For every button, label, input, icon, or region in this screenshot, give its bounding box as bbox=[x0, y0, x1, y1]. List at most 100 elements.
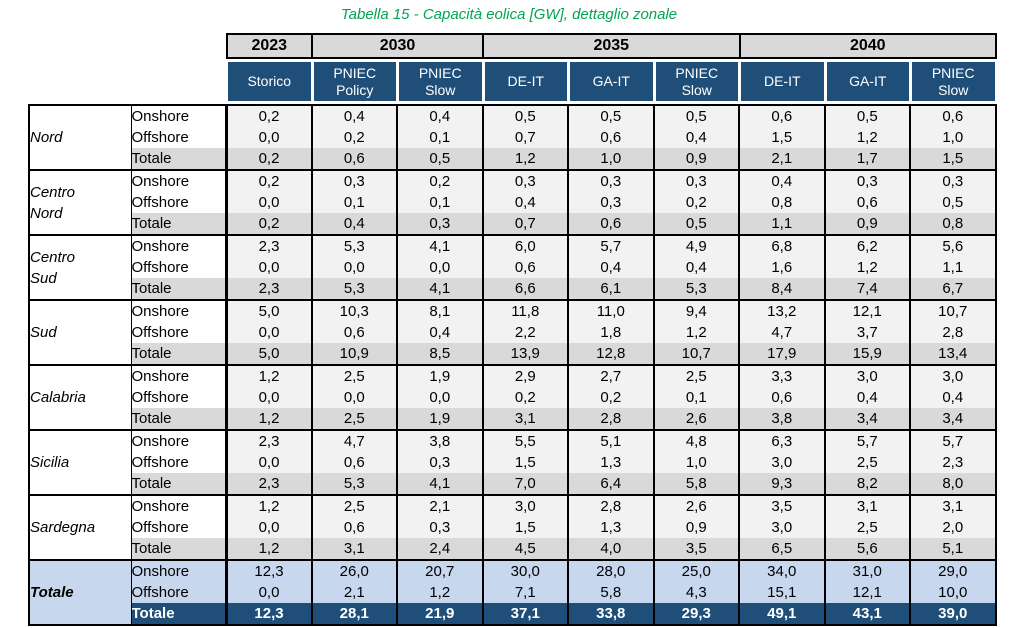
table-row: Offshore 0,0 0,2 0,1 0,7 0,6 0,4 1,5 1,2 1,0 bbox=[29, 127, 997, 148]
value-cell: 1,0 bbox=[909, 127, 997, 148]
year-cell: 2035 bbox=[482, 33, 741, 59]
value-cell: 0,2 bbox=[225, 213, 313, 235]
value-cell: 2,4 bbox=[396, 538, 484, 560]
value-cell: 29,3 bbox=[652, 603, 740, 625]
value-cell: 2,8 bbox=[567, 494, 655, 517]
value-cell: 0,2 bbox=[396, 169, 484, 192]
row-label: Onshore bbox=[131, 234, 228, 257]
value-cell: 1,2 bbox=[396, 582, 484, 603]
scenario-cell: GA-IT bbox=[567, 62, 656, 101]
value-cell: 1,5 bbox=[738, 127, 826, 148]
row-label: Totale bbox=[131, 473, 228, 495]
value-cell: 5,3 bbox=[310, 234, 398, 257]
table-row: Offshore 0,0 0,6 0,3 1,5 1,3 1,0 3,0 2,5 2,3 bbox=[29, 452, 997, 473]
zone-name: Centro Sud bbox=[29, 234, 132, 300]
value-cell: 0,5 bbox=[823, 104, 911, 127]
year-cell: 2030 bbox=[311, 33, 484, 59]
value-cell: 0,7 bbox=[481, 127, 569, 148]
value-cell: 28,1 bbox=[310, 603, 398, 625]
value-cell: 0,0 bbox=[225, 387, 313, 408]
value-cell: 9,3 bbox=[738, 473, 826, 495]
value-cell: 0,6 bbox=[310, 517, 398, 538]
value-cell: 0,0 bbox=[225, 192, 313, 213]
value-cell: 3,8 bbox=[396, 429, 484, 452]
value-cell: 21,9 bbox=[396, 603, 484, 625]
value-cell: 2,3 bbox=[225, 473, 313, 495]
value-cell: 0,9 bbox=[823, 213, 911, 235]
value-cell: 6,0 bbox=[481, 234, 569, 257]
value-cell: 0,9 bbox=[652, 517, 740, 538]
value-cell: 6,8 bbox=[738, 234, 826, 257]
row-label: Offshore bbox=[131, 452, 228, 473]
value-cell: 5,5 bbox=[481, 429, 569, 452]
zone-name: Centro Nord bbox=[29, 169, 132, 235]
table-row: Totale 5,0 10,9 8,5 13,9 12,8 10,7 17,9 15,9 13,4 bbox=[29, 343, 997, 365]
value-cell: 0,4 bbox=[738, 169, 826, 192]
row-label: Onshore bbox=[131, 494, 228, 517]
value-cell: 6,4 bbox=[567, 473, 655, 495]
row-label: Onshore bbox=[131, 299, 228, 322]
value-cell: 4,0 bbox=[567, 538, 655, 560]
value-cell: 3,0 bbox=[481, 494, 569, 517]
value-cell: 2,1 bbox=[396, 494, 484, 517]
header-spacer bbox=[226, 58, 996, 62]
value-cell: 0,3 bbox=[567, 169, 655, 192]
value-cell: 5,0 bbox=[225, 299, 313, 322]
value-cell: 5,1 bbox=[909, 538, 997, 560]
value-cell: 0,0 bbox=[396, 387, 484, 408]
value-cell: 2,5 bbox=[823, 452, 911, 473]
row-label: Offshore bbox=[131, 582, 228, 603]
value-cell: 1,2 bbox=[481, 148, 569, 170]
value-cell: 2,3 bbox=[225, 278, 313, 300]
table-row: Offshore 0,0 0,6 0,4 2,2 1,8 1,2 4,7 3,7 2,8 bbox=[29, 322, 997, 343]
value-cell: 2,7 bbox=[567, 364, 655, 387]
value-cell: 0,0 bbox=[225, 582, 313, 603]
row-label: Onshore bbox=[131, 364, 228, 387]
value-cell: 0,0 bbox=[396, 257, 484, 278]
value-cell: 2,3 bbox=[909, 452, 997, 473]
table-row: Offshore 0,0 0,0 0,0 0,2 0,2 0,1 0,6 0,4 0,4 bbox=[29, 387, 997, 408]
zone-name: Sardegna bbox=[29, 494, 132, 560]
value-cell: 1,2 bbox=[225, 494, 313, 517]
value-cell: 0,5 bbox=[567, 104, 655, 127]
value-cell: 30,0 bbox=[481, 559, 569, 582]
value-cell: 0,4 bbox=[396, 104, 484, 127]
value-cell: 8,5 bbox=[396, 343, 484, 365]
value-cell: 2,8 bbox=[909, 322, 997, 343]
table-row: Offshore 0,0 0,0 0,0 0,6 0,4 0,4 1,6 1,2 1,1 bbox=[29, 257, 997, 278]
value-cell: 0,6 bbox=[909, 104, 997, 127]
value-cell: 2,1 bbox=[738, 148, 826, 170]
table-title: Tabella 15 - Capacità eolica [GW], detta… bbox=[340, 6, 678, 23]
value-cell: 12,3 bbox=[225, 603, 313, 625]
row-label: Totale bbox=[131, 408, 228, 430]
row-label: Totale bbox=[131, 538, 228, 560]
scenario-cell: PNIEC Policy bbox=[310, 62, 399, 101]
scenario-cell: Storico bbox=[225, 62, 314, 101]
value-cell: 0,6 bbox=[738, 387, 826, 408]
table-row: Totale 0,2 0,6 0,5 1,2 1,0 0,9 2,1 1,7 1,5 bbox=[29, 148, 997, 170]
table-row: Offshore 0,0 2,1 1,2 7,1 5,8 4,3 15,1 12,1 10,0 bbox=[29, 582, 997, 603]
value-cell: 1,5 bbox=[481, 517, 569, 538]
value-cell: 3,7 bbox=[823, 322, 911, 343]
value-cell: 5,3 bbox=[310, 473, 398, 495]
zone-name: Calabria bbox=[29, 364, 132, 430]
value-cell: 43,1 bbox=[823, 603, 911, 625]
value-cell: 2,9 bbox=[481, 364, 569, 387]
value-cell: 5,8 bbox=[567, 582, 655, 603]
value-cell: 0,3 bbox=[396, 213, 484, 235]
value-cell: 0,6 bbox=[567, 127, 655, 148]
value-cell: 3,1 bbox=[310, 538, 398, 560]
value-cell: 12,8 bbox=[567, 343, 655, 365]
value-cell: 0,2 bbox=[225, 148, 313, 170]
scenario-cell: DE-IT bbox=[738, 62, 827, 101]
value-cell: 1,0 bbox=[567, 148, 655, 170]
scenario-cell: PNIEC Slow bbox=[652, 62, 741, 101]
table-row: Totale 2,3 5,3 4,1 6,6 6,1 5,3 8,4 7,4 6,7 bbox=[29, 278, 997, 300]
value-cell: 3,8 bbox=[738, 408, 826, 430]
value-cell: 10,3 bbox=[310, 299, 398, 322]
value-cell: 0,4 bbox=[652, 257, 740, 278]
value-cell: 0,2 bbox=[310, 127, 398, 148]
value-cell: 3,0 bbox=[823, 364, 911, 387]
value-cell: 12,1 bbox=[823, 299, 911, 322]
table-row: Nord Onshore 0,2 0,4 0,4 0,5 0,5 0,5 0,6 0,5 0,6 bbox=[29, 104, 997, 170]
